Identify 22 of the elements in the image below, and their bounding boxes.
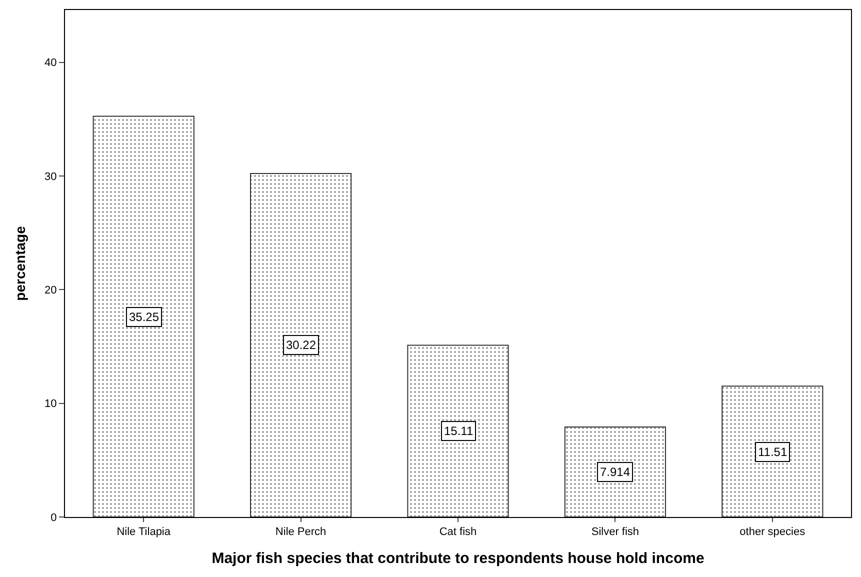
y-tick-label: 40 — [44, 57, 57, 70]
x-tick-label: other species — [740, 526, 806, 538]
data-label: 7.914 — [600, 465, 630, 479]
y-tick-label: 10 — [44, 398, 57, 410]
x-tick-label: Cat fish — [439, 526, 477, 538]
x-axis-title: Major fish species that contribute to respondents house hold income — [212, 550, 704, 568]
data-label: 35.25 — [129, 310, 160, 324]
bar — [250, 172, 352, 517]
x-tick-label: Nile Perch — [275, 526, 326, 538]
y-tick-label: 20 — [44, 284, 57, 296]
x-tick-label: Nile Tilapia — [116, 526, 172, 538]
bar — [407, 344, 509, 517]
data-label: 30.22 — [286, 338, 316, 352]
y-axis-title: percentage — [12, 226, 28, 301]
bar — [722, 386, 824, 517]
y-tick-label: 0 — [50, 512, 57, 524]
bar — [92, 116, 194, 517]
x-tick-label: Silver fish — [591, 526, 640, 538]
y-tick-label: 30 — [44, 170, 57, 183]
data-label: 15.11 — [444, 424, 474, 438]
bar — [564, 426, 666, 517]
data-label: 11.51 — [758, 445, 788, 459]
